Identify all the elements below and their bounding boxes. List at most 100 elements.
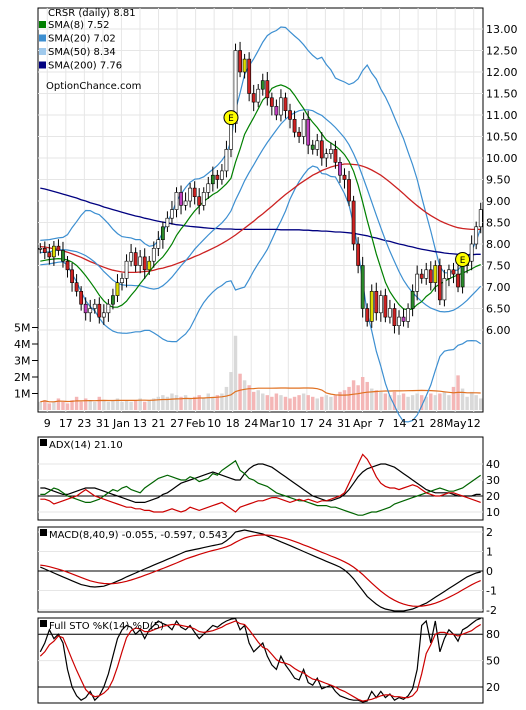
- date-tick-label: 24: [244, 417, 258, 430]
- candle-body: [256, 88, 261, 103]
- date-tick-label: 17: [300, 417, 314, 430]
- date-tick-label: 31: [96, 417, 110, 430]
- candle-body: [242, 58, 247, 73]
- volume-bar: [438, 393, 442, 410]
- volume-bar: [392, 391, 397, 410]
- volume-bar: [406, 396, 410, 410]
- candle-body: [415, 273, 420, 292]
- indicator-tick-label: 20: [486, 490, 500, 503]
- earnings-marker: [223, 110, 239, 126]
- volume-bar: [197, 395, 201, 410]
- candle-body: [338, 162, 342, 176]
- date-tick-label: 9: [44, 417, 51, 430]
- price-tick-label: 11.50: [486, 88, 518, 101]
- volume-bar: [65, 403, 70, 410]
- sma200-line: [40, 187, 481, 256]
- date-tick-label: 21: [152, 417, 166, 430]
- earnings-marker-label: E: [460, 256, 466, 266]
- volume-bar: [224, 386, 229, 410]
- volume-bar: [356, 385, 360, 410]
- candle-body: [151, 248, 156, 262]
- indicator-tick-label: 50: [486, 655, 500, 668]
- candle-body: [260, 80, 265, 90]
- candle-body: [388, 308, 392, 318]
- indicator-panel: [37, 526, 484, 613]
- candle-body: [129, 252, 133, 262]
- candle-body: [138, 256, 143, 266]
- volume-bar: [74, 396, 79, 410]
- price-tick-label: 8.50: [486, 217, 511, 230]
- macd-title: MACD(8,40,9) -0.055, -0.597, 0.543: [49, 530, 228, 541]
- volume-bar: [360, 377, 365, 410]
- volume-bar: [52, 401, 56, 410]
- volume-tick-label: 3M: [14, 355, 31, 368]
- candle-body: [328, 149, 333, 154]
- candle-body: [74, 282, 79, 292]
- candle-body: [279, 97, 283, 116]
- volume-bar: [310, 396, 315, 410]
- candle-body: [79, 290, 84, 305]
- volume-bar: [156, 396, 161, 410]
- volume-bar: [251, 391, 256, 410]
- volume-bar: [429, 393, 433, 410]
- candle-body: [233, 50, 238, 124]
- candle-body: [106, 303, 111, 314]
- candle-body: [124, 260, 129, 279]
- volume-bar: [415, 393, 419, 410]
- date-tick-label: 12: [467, 417, 481, 430]
- price-tick-label: 11.00: [486, 109, 518, 122]
- candle-body: [383, 295, 388, 318]
- source-label: OptionChance.com: [46, 81, 141, 92]
- date-tick-label: Feb: [186, 417, 205, 430]
- candle-body: [433, 265, 438, 284]
- price-tick-label: 13.00: [486, 23, 518, 36]
- candle-body: [224, 149, 229, 172]
- volume-bar: [383, 393, 388, 410]
- volume-bar: [270, 396, 274, 410]
- candle-body: [238, 50, 242, 73]
- volume-bar: [247, 385, 251, 410]
- volume-bar: [474, 395, 478, 410]
- volume-bar: [401, 393, 406, 410]
- date-tick-label: 31: [337, 417, 351, 430]
- price-tick-label: 7.50: [486, 260, 511, 273]
- candle-body: [378, 295, 383, 314]
- legend-swatch: [39, 34, 46, 42]
- volume-bar: [102, 400, 106, 410]
- volume-bar: [351, 380, 356, 410]
- legend-swatch: [39, 61, 46, 69]
- volume-bar: [138, 398, 142, 410]
- candle-body: [251, 93, 256, 103]
- candle-body: [456, 273, 460, 288]
- volume-bar: [206, 393, 211, 410]
- indicator-tick-label: 20: [486, 681, 500, 694]
- earnings-marker-label: E: [228, 114, 234, 124]
- legend-label: SMA(200) 7.76: [48, 61, 122, 72]
- candle-body: [265, 80, 270, 99]
- indicator-title-marker: [40, 439, 47, 446]
- date-tick-label: 21: [411, 417, 425, 430]
- candle-body: [247, 58, 252, 94]
- candle-body: [201, 192, 206, 206]
- candle-body: [424, 269, 429, 279]
- date-tick-label: 23: [77, 417, 91, 430]
- candle-body: [111, 295, 115, 305]
- candle-body: [97, 303, 102, 318]
- candle-body: [397, 316, 401, 327]
- volume-bar: [324, 395, 329, 410]
- volume-bar: [419, 395, 424, 410]
- volume-bar: [374, 390, 379, 410]
- indicator-series-line: [40, 463, 481, 503]
- date-tick-label: 17: [59, 417, 73, 430]
- indicator-tick-label: 1: [486, 546, 493, 559]
- volume-bar: [388, 395, 392, 410]
- volume-bar: [451, 386, 456, 410]
- volume-tick-label: 4M: [14, 338, 31, 351]
- volume-bar: [465, 396, 469, 410]
- date-tick-label: 14: [393, 417, 407, 430]
- volume-bar: [183, 395, 188, 410]
- volume-bar: [115, 398, 120, 410]
- volume-bar: [265, 395, 270, 410]
